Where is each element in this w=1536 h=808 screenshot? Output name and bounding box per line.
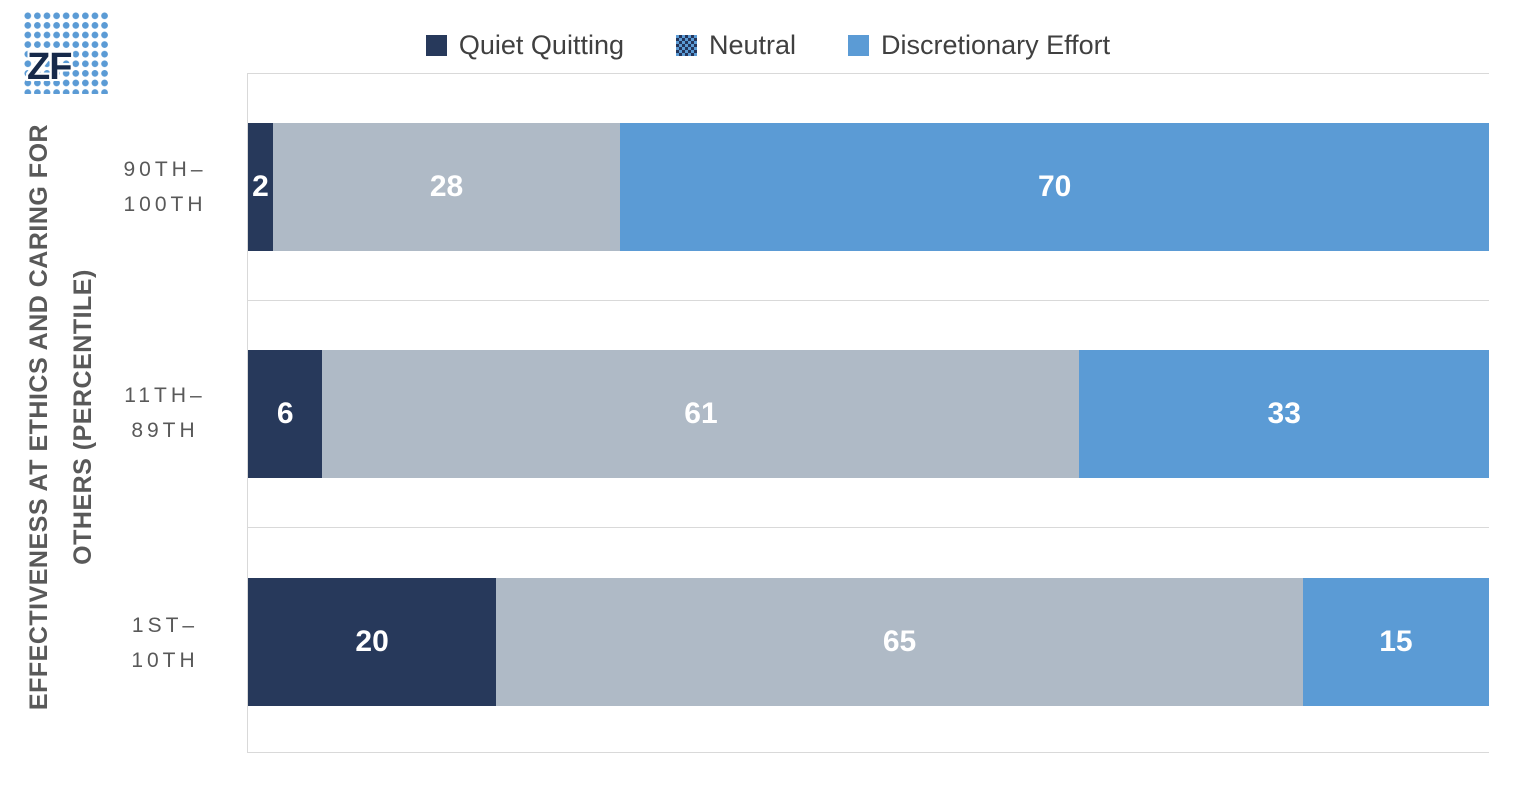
bar-row-11th-89th: 6 61 33: [248, 350, 1489, 478]
category-label-90th-100th: 90TH– 100TH: [98, 152, 232, 222]
gridline: [248, 300, 1489, 301]
category-label-line: 100TH: [123, 193, 207, 216]
legend-swatch-quiet-quitting-icon: [425, 35, 447, 56]
legend-label: Neutral: [708, 30, 797, 60]
data-label: 20: [355, 625, 389, 658]
legend-swatch-discretionary-effort-icon: [848, 35, 870, 56]
legend-label: Discretionary Effort: [881, 30, 1111, 60]
bar-segment-neutral: 28: [272, 123, 621, 251]
data-label: 70: [1037, 170, 1072, 203]
gridline: [248, 527, 1489, 528]
category-label-line: 90TH–: [123, 158, 207, 181]
data-label: 28: [429, 170, 464, 203]
plot-area: 2 28 70 6 61 33 20 65: [247, 73, 1489, 753]
bar-segment-quiet-quitting: 2: [248, 123, 273, 251]
bar-row-1st-10th: 20 65 15: [248, 578, 1489, 706]
category-label-1st-10th: 1ST– 10TH: [98, 608, 232, 678]
bar-row-90th-100th: 2 28 70: [248, 123, 1489, 251]
category-label-11th-89th: 11TH– 89TH: [98, 378, 232, 448]
y-axis-title: EFFECTIVENESS AT ETHICS AND CARING FOR O…: [17, 67, 107, 767]
data-label: 33: [1267, 397, 1301, 430]
bar-segment-discretionary-effort: 33: [1079, 350, 1489, 478]
bar-segment-neutral: 65: [496, 578, 1303, 706]
legend: Quiet Quitting Neutral Discretionary Eff…: [0, 30, 1536, 61]
bar-segment-neutral: 61: [322, 350, 1080, 478]
bar-segment-quiet-quitting: 6: [248, 350, 323, 478]
bar-segment-quiet-quitting: 20: [248, 578, 497, 706]
category-label-line: 1ST–: [131, 614, 199, 637]
category-label-line: 11TH–: [124, 384, 206, 407]
legend-swatch-neutral-icon: [675, 35, 697, 56]
data-label: 65: [882, 625, 917, 658]
data-label: 61: [684, 397, 718, 430]
zf-logo: ZF: [22, 10, 108, 94]
data-label: 15: [1379, 625, 1413, 658]
bar-segment-discretionary-effort: 70: [620, 123, 1489, 251]
legend-item-quiet-quitting: Quiet Quitting: [425, 30, 624, 61]
data-label: 6: [276, 397, 294, 430]
bar-segment-discretionary-effort: 15: [1302, 578, 1489, 706]
y-axis-title-line1: EFFECTIVENESS AT ETHICS AND CARING FOR: [25, 123, 53, 711]
category-label-line: 89TH: [131, 419, 199, 442]
legend-label: Quiet Quitting: [458, 30, 624, 60]
legend-item-neutral: Neutral: [675, 30, 797, 61]
zf-logo-text: ZF: [27, 46, 72, 88]
category-label-line: 10TH: [131, 649, 199, 672]
data-label: 2: [252, 170, 269, 203]
legend-item-discretionary-effort: Discretionary Effort: [848, 30, 1110, 61]
